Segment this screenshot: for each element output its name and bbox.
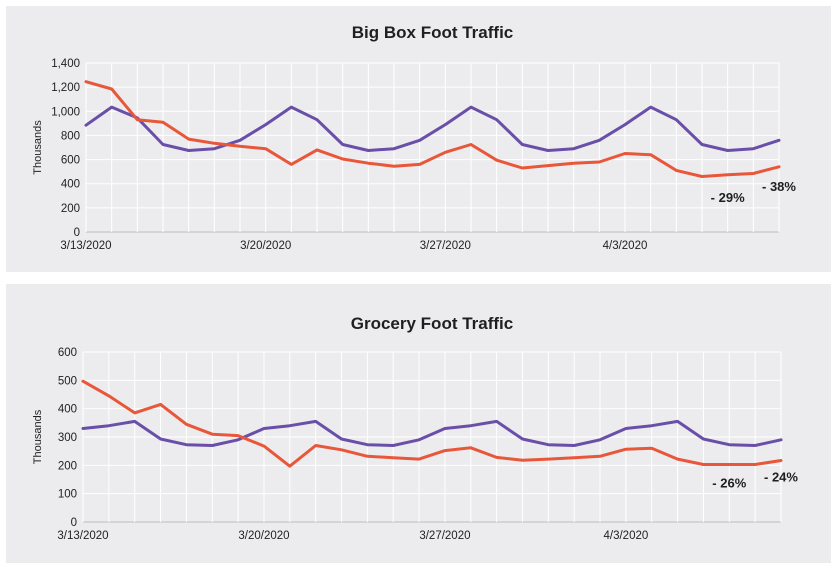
y-tick-label: 1,400 bbox=[51, 58, 80, 70]
x-tick-label: 4/3/2020 bbox=[604, 530, 649, 542]
y-tick-label: 600 bbox=[58, 347, 77, 359]
y-axis-label: Thousands bbox=[32, 409, 44, 464]
big-box-chart-panel: Big Box Foot Traffic Thousands 0 200 400 60… bbox=[6, 6, 831, 272]
y-tick-label: 0 bbox=[71, 517, 77, 529]
x-tick-label: 3/20/2020 bbox=[238, 530, 289, 542]
y-tick-label: 800 bbox=[61, 130, 80, 142]
y-tick-label: 600 bbox=[61, 155, 80, 167]
x-tick-label: 3/13/2020 bbox=[57, 530, 108, 542]
y-tick-label: 400 bbox=[58, 404, 77, 416]
y-tick-label: 200 bbox=[61, 203, 80, 215]
x-tick-label: 3/13/2020 bbox=[60, 240, 111, 252]
y-tick-label: 1,200 bbox=[51, 82, 80, 94]
change-annotation: - 29% bbox=[711, 190, 745, 205]
y-tick-label: 100 bbox=[58, 489, 77, 501]
x-tick-label: 3/27/2020 bbox=[419, 530, 470, 542]
grocery-chart: Grocery Foot Traffic Thousands 0 100 200 30… bbox=[32, 314, 798, 542]
x-tick-label: 3/20/2020 bbox=[240, 240, 291, 252]
series-line-b bbox=[81, 379, 783, 468]
y-tick-label: 0 bbox=[74, 227, 80, 239]
change-annotation: - 38% bbox=[762, 179, 796, 194]
y-tick-label: 1,000 bbox=[51, 106, 80, 118]
y-tick-label: 300 bbox=[58, 432, 77, 444]
big-box-chart: Big Box Foot Traffic Thousands 0 200 400 60… bbox=[32, 23, 796, 252]
y-axis-label: Thousands bbox=[32, 120, 44, 175]
y-tick-label: 200 bbox=[58, 460, 77, 472]
chart-title: Big Box Foot Traffic bbox=[352, 23, 514, 42]
grocery-chart-panel: Grocery Foot Traffic Thousands 0 100 200 30… bbox=[6, 284, 831, 563]
y-tick-label: 400 bbox=[61, 179, 80, 191]
y-tick-label: 500 bbox=[58, 375, 77, 387]
series-line-a bbox=[81, 419, 783, 447]
series-line-b bbox=[84, 80, 781, 178]
change-annotation: - 24% bbox=[764, 470, 798, 485]
chart-title: Grocery Foot Traffic bbox=[351, 314, 513, 333]
change-annotation: - 26% bbox=[712, 475, 746, 490]
x-tick-label: 3/27/2020 bbox=[420, 240, 471, 252]
series-line-a bbox=[84, 105, 781, 152]
x-tick-label: 4/3/2020 bbox=[603, 240, 648, 252]
